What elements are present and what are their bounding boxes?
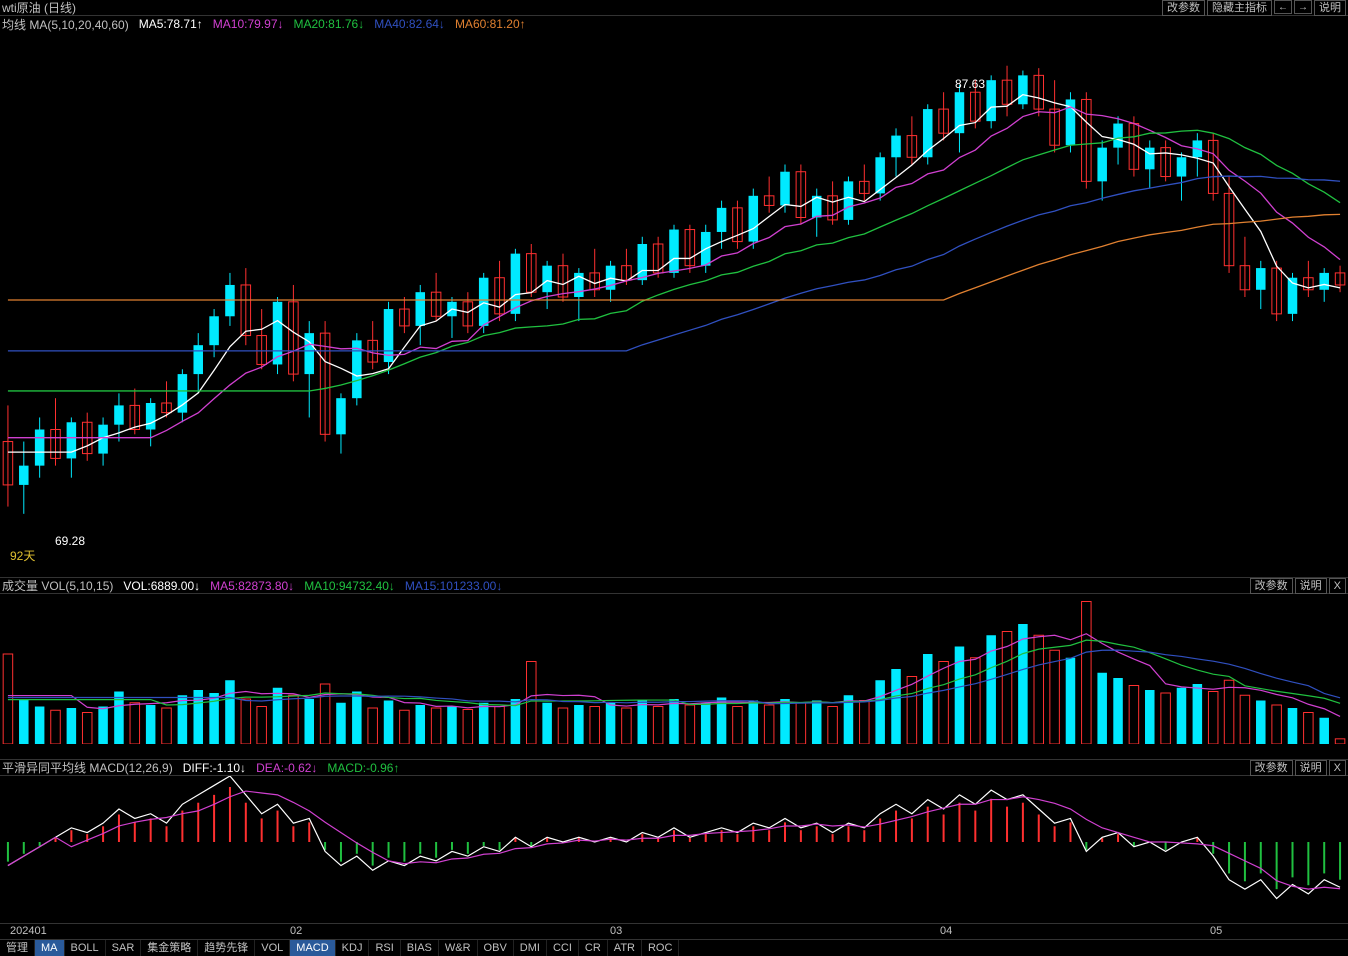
ma60-label: MA60:81.20↑: [455, 17, 526, 31]
indicator-vol[interactable]: VOL: [255, 940, 290, 956]
indicator-kdj[interactable]: KDJ: [336, 940, 370, 956]
indicator-macd[interactable]: MACD: [290, 940, 335, 956]
indicator-obv[interactable]: OBV: [478, 940, 514, 956]
vol-value: VOL:6889.00↓: [123, 579, 200, 593]
indicator-rsi[interactable]: RSI: [369, 940, 400, 956]
macd-help-button[interactable]: 说明: [1295, 760, 1327, 776]
time-label: 02: [290, 925, 302, 937]
symbol-title: wti原油 (日线): [2, 0, 76, 16]
vol-close-button[interactable]: X: [1329, 578, 1346, 594]
indicator-boll[interactable]: BOLL: [65, 940, 106, 956]
help-button[interactable]: 说明: [1314, 0, 1346, 16]
ma-prefix: 均线 MA(5,10,20,40,60): [2, 16, 129, 33]
macd-legend: 平滑异同平均线 MACD(12,26,9) DIFF:-1.10↓ DEA:-0…: [0, 760, 1348, 776]
macd-chart[interactable]: [0, 776, 1348, 924]
macd-diff: DIFF:-1.10↓: [183, 761, 246, 775]
prev-arrow-icon[interactable]: ←: [1274, 0, 1292, 14]
time-label: 05: [1210, 925, 1222, 937]
indicator-sar[interactable]: SAR: [106, 940, 142, 956]
indicator-集金策略[interactable]: 集金策略: [141, 940, 198, 956]
time-label: 03: [610, 925, 622, 937]
vol-legend: 成交量 VOL(5,10,15) VOL:6889.00↓ MA5:82873.…: [0, 578, 1348, 594]
ma5-label: MA5:78.71↑: [139, 17, 203, 31]
time-axis: 202401 02 03 04 05: [0, 924, 1348, 940]
ma40-label: MA40:82.64↓: [374, 17, 445, 31]
vol-ma5: MA5:82873.80↓: [210, 579, 294, 593]
indicator-ma[interactable]: MA: [35, 940, 65, 956]
indicator-bias[interactable]: BIAS: [401, 940, 439, 956]
indicator-w&r[interactable]: W&R: [439, 940, 478, 956]
macd-params-button[interactable]: 改参数: [1250, 760, 1293, 776]
vol-params-button[interactable]: 改参数: [1250, 578, 1293, 594]
next-arrow-icon[interactable]: →: [1294, 0, 1312, 14]
vol-ma10: MA10:94732.40↓: [304, 579, 395, 593]
main-header: wti原油 (日线) 改参数 隐藏主指标 ← → 说明: [0, 0, 1348, 16]
indicator-roc[interactable]: ROC: [642, 940, 679, 956]
vol-ma15: MA15:101233.00↓: [405, 579, 502, 593]
indicator-cr[interactable]: CR: [579, 940, 608, 956]
macd-value: MACD:-0.96↑: [327, 761, 399, 775]
time-label: 04: [940, 925, 952, 937]
indicator-dmi[interactable]: DMI: [514, 940, 547, 956]
time-label: 202401: [10, 925, 47, 937]
macd-prefix: 平滑异同平均线 MACD(12,26,9): [2, 759, 173, 776]
indicator-cci[interactable]: CCI: [547, 940, 579, 956]
macd-dea: DEA:-0.62↓: [256, 761, 317, 775]
indicator-atr[interactable]: ATR: [608, 940, 642, 956]
ma10-label: MA10:79.97↓: [213, 17, 284, 31]
volume-chart[interactable]: [0, 594, 1348, 760]
macd-close-button[interactable]: X: [1329, 760, 1346, 776]
indicator-趋势先锋[interactable]: 趋势先锋: [198, 940, 255, 956]
vol-help-button[interactable]: 说明: [1295, 578, 1327, 594]
params-button[interactable]: 改参数: [1162, 0, 1205, 16]
main-candlestick-chart[interactable]: 87.63 69.28 92天: [0, 32, 1348, 578]
vol-prefix: 成交量 VOL(5,10,15): [2, 577, 113, 594]
indicator-bar: 管理 MABOLLSAR集金策略趋势先锋VOLMACDKDJRSIBIASW&R…: [0, 940, 1348, 956]
ma20-label: MA20:81.76↓: [294, 17, 365, 31]
manage-button[interactable]: 管理: [0, 940, 35, 956]
ma-legend: 均线 MA(5,10,20,40,60) MA5:78.71↑ MA10:79.…: [0, 16, 1348, 32]
hide-main-button[interactable]: 隐藏主指标: [1207, 0, 1272, 16]
